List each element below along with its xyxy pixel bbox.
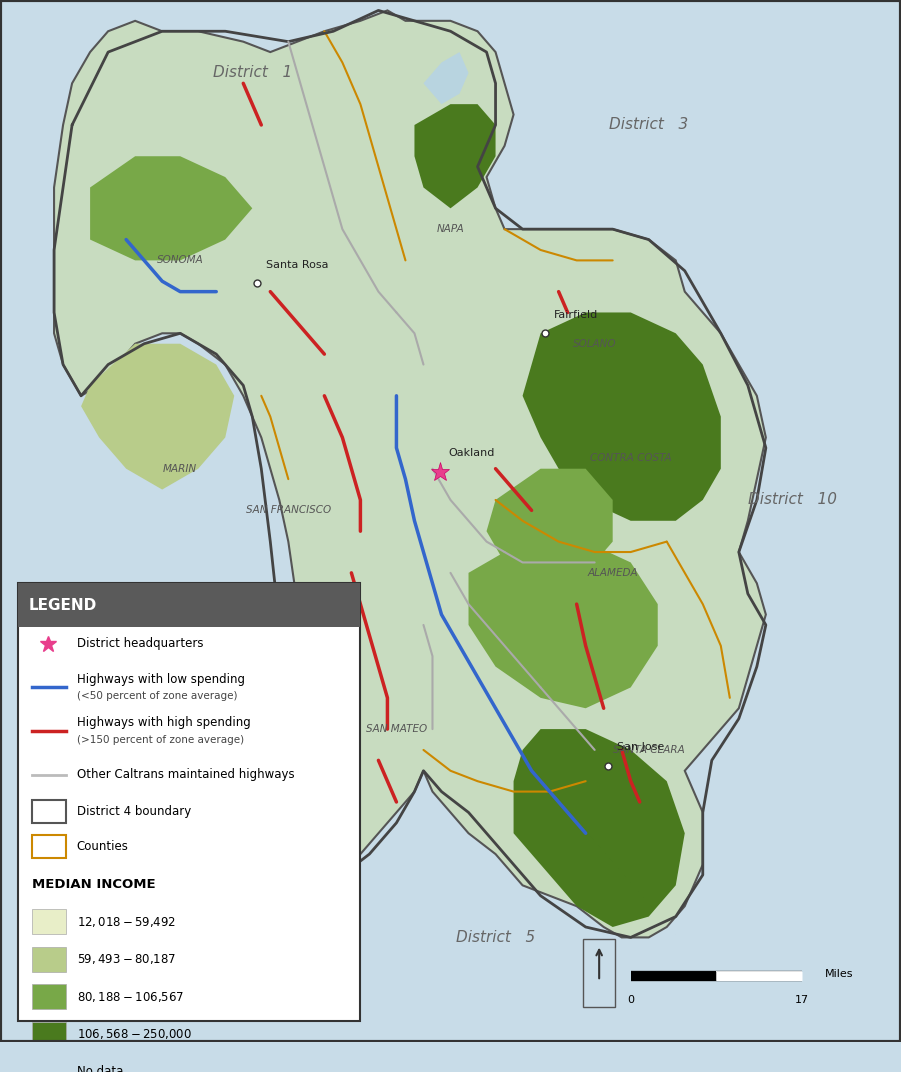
Text: $59,493 - $80,187: $59,493 - $80,187 <box>77 952 176 966</box>
Text: (>150 percent of zone average): (>150 percent of zone average) <box>77 734 243 745</box>
Bar <box>32 984 66 1009</box>
Polygon shape <box>487 468 613 583</box>
Text: SAN FRANCISCO: SAN FRANCISCO <box>246 505 331 516</box>
Bar <box>32 835 66 858</box>
Polygon shape <box>423 53 469 104</box>
Text: CONTRA COSTA: CONTRA COSTA <box>590 453 671 463</box>
Text: NAPA: NAPA <box>437 224 464 234</box>
Polygon shape <box>333 396 441 771</box>
Text: District headquarters: District headquarters <box>77 637 203 651</box>
Polygon shape <box>469 541 658 709</box>
Bar <box>32 947 66 972</box>
Text: Highways with high spending: Highways with high spending <box>77 716 250 729</box>
Text: Oakland: Oakland <box>449 448 495 459</box>
Text: Fairfield: Fairfield <box>554 310 598 319</box>
Text: Other Caltrans maintained highways: Other Caltrans maintained highways <box>77 769 295 781</box>
FancyBboxPatch shape <box>18 583 360 627</box>
Bar <box>32 909 66 935</box>
Text: MEDIAN INCOME: MEDIAN INCOME <box>32 878 155 891</box>
Text: SAN MATEO: SAN MATEO <box>366 724 427 734</box>
Text: District 4 boundary: District 4 boundary <box>77 805 191 818</box>
Text: Santa Rosa: Santa Rosa <box>266 259 328 270</box>
Text: Counties: Counties <box>77 839 129 852</box>
FancyBboxPatch shape <box>18 583 360 1021</box>
Bar <box>32 1059 66 1072</box>
Polygon shape <box>90 157 252 260</box>
Polygon shape <box>414 104 496 208</box>
Text: Highways with low spending: Highways with low spending <box>77 672 244 686</box>
Polygon shape <box>54 11 766 937</box>
Text: MARIN: MARIN <box>163 464 197 474</box>
Text: District   3: District 3 <box>609 118 688 133</box>
Text: SANTA CLARA: SANTA CLARA <box>613 745 685 755</box>
Text: Miles: Miles <box>824 969 853 979</box>
Polygon shape <box>81 344 234 490</box>
Text: No data: No data <box>77 1066 123 1072</box>
Text: 0: 0 <box>627 995 634 1004</box>
Text: $80,188 - $106,567: $80,188 - $106,567 <box>77 989 184 1003</box>
Text: SONOMA: SONOMA <box>157 255 204 266</box>
Text: District   1: District 1 <box>213 65 292 80</box>
Text: SOLANO: SOLANO <box>573 339 616 348</box>
Text: $12,018 - $59,492: $12,018 - $59,492 <box>77 914 176 928</box>
Polygon shape <box>523 312 721 521</box>
Text: 17: 17 <box>795 995 809 1004</box>
Text: San Jose: San Jose <box>617 742 664 751</box>
Text: ALAMEDA: ALAMEDA <box>587 568 638 578</box>
Text: District   5: District 5 <box>456 929 535 944</box>
Polygon shape <box>559 364 685 468</box>
Bar <box>32 800 66 822</box>
Text: (<50 percent of zone average): (<50 percent of zone average) <box>77 690 237 701</box>
Text: District   10: District 10 <box>749 492 837 507</box>
Polygon shape <box>514 729 685 927</box>
Bar <box>32 1022 66 1046</box>
Text: $106,568 - $250,000: $106,568 - $250,000 <box>77 1027 192 1041</box>
Text: LEGEND: LEGEND <box>29 598 97 612</box>
